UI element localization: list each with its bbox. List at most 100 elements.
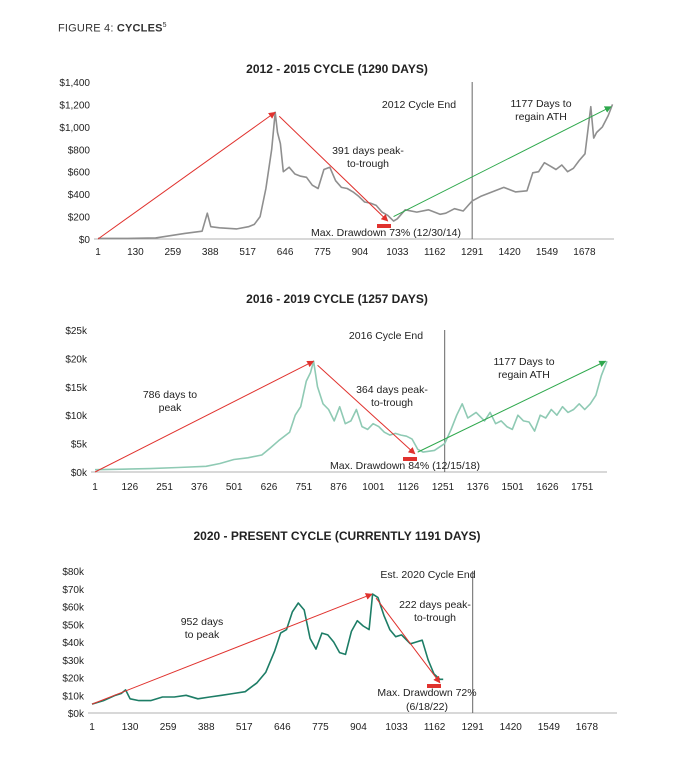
price-line	[98, 104, 614, 240]
x-tick-label: 775	[314, 247, 331, 258]
y-tick-label: $1,200	[59, 100, 90, 111]
y-tick-label: $600	[68, 168, 91, 179]
x-tick-label: 1549	[536, 247, 559, 258]
x-tick-label: 517	[236, 722, 253, 733]
x-tick-label: 1291	[462, 722, 485, 733]
figure-footnote: 5	[162, 22, 167, 29]
x-tick-label: 251	[156, 482, 173, 493]
x-tick-label: 1678	[573, 247, 596, 258]
annotation-drawdown: Max. Drawdown 84% (12/15/18)	[330, 460, 480, 472]
x-tick-label: 1549	[538, 722, 561, 733]
y-tick-label: $10k	[62, 691, 85, 702]
x-tick-label: 1033	[386, 247, 409, 258]
figure-caption: FIGURE 4: CYCLES5	[58, 22, 167, 35]
y-tick-label: $20k	[62, 674, 85, 685]
max-drawdown-marker	[403, 457, 417, 461]
y-tick-label: $800	[68, 145, 91, 156]
chart-2012-2015: 2012 - 2015 CYCLE (1290 DAYS) $0 $200 $400 $…	[59, 62, 614, 258]
x-tick-label: 775	[312, 722, 329, 733]
x-tick-label: 626	[261, 482, 278, 493]
annotation-regain-line1: 1177 Days to	[493, 356, 554, 368]
rise-arrow	[94, 360, 315, 473]
x-tick-label: 1	[89, 722, 95, 733]
x-tick-label: 1033	[385, 722, 408, 733]
drawdown-arrow	[278, 115, 389, 222]
x-tick-label: 1420	[498, 247, 521, 258]
price-line	[94, 360, 608, 471]
annotation-peak-line2: to-trough	[414, 612, 456, 624]
regain-ath-arrow	[417, 360, 607, 453]
x-tick-label: 130	[127, 247, 144, 258]
x-tick-label: 1376	[467, 482, 490, 493]
y-tick-label: $20k	[65, 354, 88, 365]
x-tick-label: 1162	[424, 247, 446, 258]
annotation-peak-line1: 364 days peak-	[356, 384, 428, 396]
x-tick-label: 1001	[362, 482, 385, 493]
annotation-regain-line1: 1177 Days to	[510, 98, 571, 110]
x-tick-label: 376	[191, 482, 208, 493]
x-tick-label: 751	[295, 482, 312, 493]
x-tick-label: 646	[277, 247, 294, 258]
chart-2020-present: 2020 - PRESENT CYCLE (CURRENTLY 1191 DAY…	[62, 529, 617, 733]
regain-ath-arrow	[393, 106, 612, 218]
chart-title: 2012 - 2015 CYCLE (1290 DAYS)	[246, 62, 428, 76]
x-tick-label: 388	[202, 247, 219, 258]
max-drawdown-marker	[427, 684, 441, 688]
y-tick-label: $25k	[65, 326, 88, 337]
x-tick-label: 388	[198, 722, 215, 733]
y-tick-label: $15k	[65, 383, 88, 394]
drawdown-arrow	[375, 597, 441, 684]
y-tick-label: $1,400	[59, 78, 90, 89]
y-tick-label: $0	[79, 235, 91, 246]
rise-arrow	[97, 111, 276, 240]
chart-2016-2019: 2016 - 2019 CYCLE (1257 DAYS) $0k $5k $10k $…	[65, 292, 608, 493]
price-line	[91, 593, 444, 705]
x-tick-label: 1291	[461, 247, 484, 258]
annotation-regain-line2: regain ATH	[498, 369, 550, 381]
y-tick-label: $0k	[71, 468, 88, 479]
x-tick-label: 126	[121, 482, 138, 493]
y-tick-label: $70k	[62, 585, 85, 596]
annotation-drawdown: Max. Drawdown 73% (12/30/14)	[311, 227, 461, 239]
x-tick-label: 1	[92, 482, 98, 493]
x-tick-label: 904	[352, 247, 369, 258]
x-tick-label: 876	[330, 482, 347, 493]
annotation-cycle-end: Est. 2020 Cycle End	[380, 569, 475, 581]
x-tick-label: 1626	[536, 482, 559, 493]
y-tick-label: $10k	[65, 411, 88, 422]
x-tick-label: 1678	[576, 722, 599, 733]
y-tick-label: $40k	[62, 638, 85, 649]
annotation-peak-line1: 222 days peak-	[399, 599, 471, 611]
x-tick-label: 501	[226, 482, 243, 493]
x-tick-label: 259	[160, 722, 177, 733]
x-tick-label: 1162	[424, 722, 446, 733]
x-tick-label: 1	[95, 247, 101, 258]
drawdown-arrow	[317, 364, 416, 455]
rise-arrow	[91, 593, 373, 705]
chart-title: 2020 - PRESENT CYCLE (CURRENTLY 1191 DAY…	[194, 529, 481, 543]
x-tick-label: 517	[239, 247, 256, 258]
annotation-cycle-end: 2016 Cycle End	[349, 330, 423, 342]
y-tick-label: $50k	[62, 620, 85, 631]
y-tick-label: $30k	[62, 656, 85, 667]
figure-title: CYCLES	[116, 22, 163, 35]
x-tick-label: 646	[274, 722, 291, 733]
chart-title: 2016 - 2019 CYCLE (1257 DAYS)	[246, 292, 428, 306]
annotation-drawdown-line2: (6/18/22)	[406, 701, 448, 713]
y-tick-label: $200	[68, 213, 91, 224]
annotation-cycle-end: 2012 Cycle End	[382, 99, 456, 111]
annotation-peak-days-line2: to peak	[185, 629, 220, 641]
x-tick-label: 904	[350, 722, 367, 733]
x-tick-label: 1420	[500, 722, 523, 733]
figure-label: FIGURE 4:	[58, 22, 117, 35]
annotation-peak-days-line1: 952 days	[181, 616, 224, 628]
x-tick-label: 1251	[432, 482, 455, 493]
x-tick-label: 1501	[501, 482, 524, 493]
max-drawdown-marker	[377, 224, 391, 228]
y-tick-label: $0k	[68, 709, 85, 720]
annotation-peak-days-line2: peak	[159, 402, 183, 414]
y-tick-label: $60k	[62, 603, 85, 614]
annotation-peak-line2: to-trough	[347, 158, 389, 170]
y-tick-label: $400	[68, 190, 91, 201]
